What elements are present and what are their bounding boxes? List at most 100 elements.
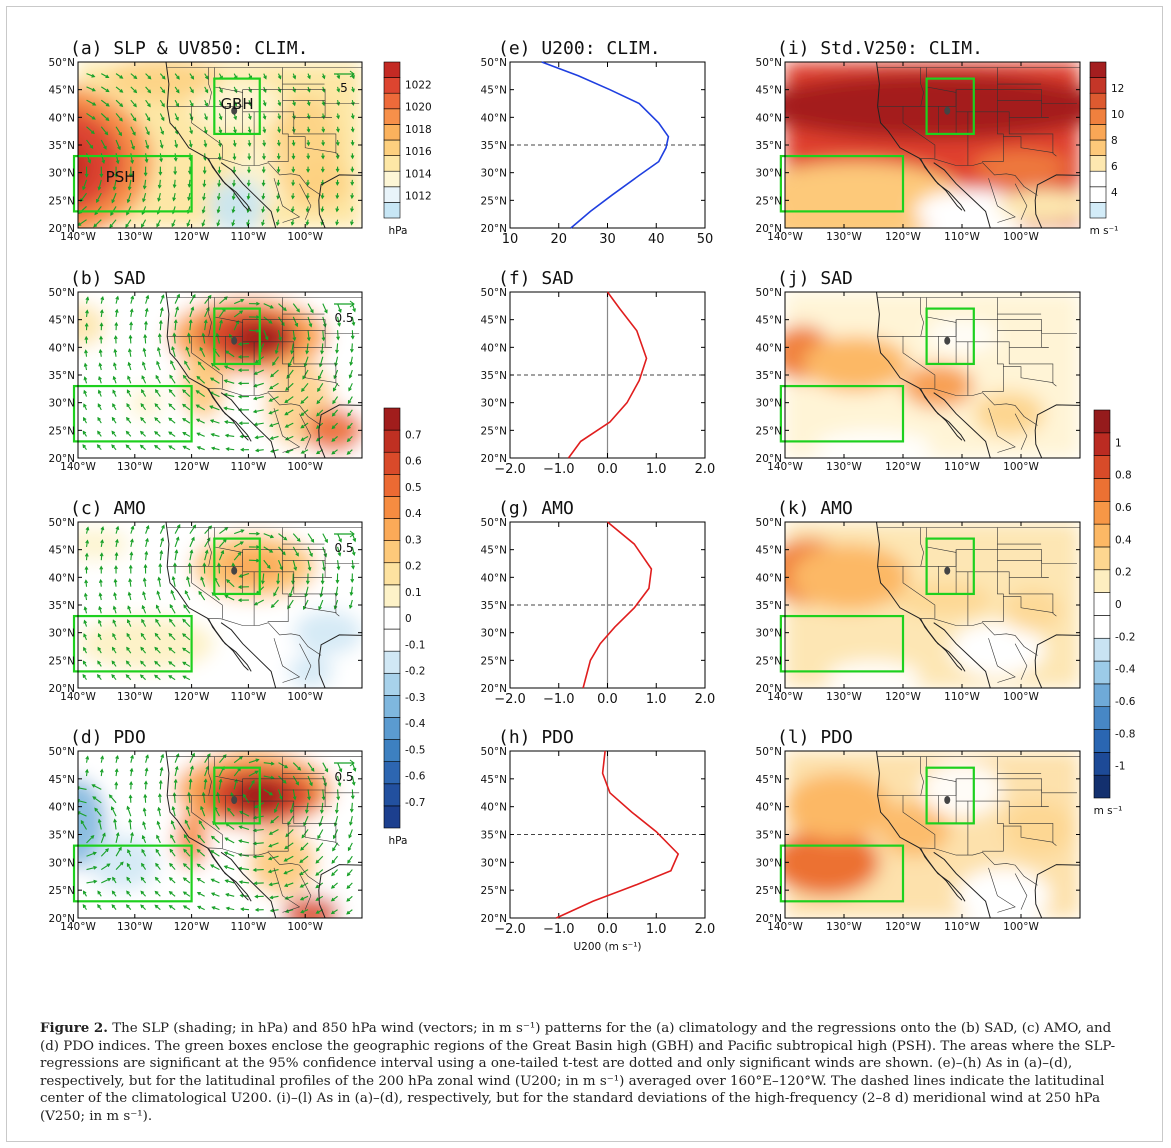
y-tick-label: 45°N: [481, 545, 507, 557]
colorbar-tick-label: 1014: [405, 168, 432, 180]
lat-label: 45°N: [49, 774, 75, 786]
great-salt-lake: [944, 106, 951, 115]
y-tick-label: 25°N: [481, 195, 507, 207]
y-tick-label: 40°N: [481, 112, 507, 124]
colorbar-cell: [383, 739, 401, 762]
colorbar-cell: [383, 562, 401, 586]
psh-box: [779, 614, 905, 673]
map-panel-a: 5 GBH PSH 140°W 130°W 120°W 110°W 100°W 20°N 25°N…: [49, 38, 363, 243]
psh-box: [779, 844, 905, 903]
lat-label: 45°N: [756, 545, 782, 557]
y-tick-label: 25°N: [481, 655, 507, 667]
caption-label: Figure 2.: [40, 1020, 108, 1036]
series-line: [541, 61, 670, 229]
x-tick-label: 0.0: [597, 462, 618, 477]
colorbar-unit: hPa: [389, 835, 408, 847]
colorbar-tick-label: -0.1: [405, 639, 426, 651]
lon-label: 110°W: [231, 921, 267, 933]
lat-label: 50°N: [756, 746, 782, 758]
lat-label: 50°N: [49, 517, 75, 529]
y-tick-label: 25°N: [481, 425, 507, 437]
colorbar-tick-label: 0.6: [1115, 502, 1132, 514]
lon-label: 100°W: [287, 691, 323, 703]
lat-label: 20°N: [756, 913, 782, 925]
great-salt-lake: [231, 336, 238, 345]
colorbar-tick-label: -0.7: [405, 797, 426, 809]
y-tick-label: 30°N: [481, 628, 507, 640]
x-tick-label: −1.0: [543, 692, 575, 707]
lon-label: 120°W: [174, 231, 210, 243]
series-line: [567, 291, 648, 459]
colorbar-cell: [1089, 108, 1107, 125]
colorbar-cell: [1089, 77, 1107, 94]
y-tick-label: 35°N: [481, 370, 507, 382]
lon-label: 130°W: [117, 691, 153, 703]
great-salt-lake: [944, 795, 951, 804]
lat-label: 40°N: [756, 572, 782, 584]
lat-label: 50°N: [49, 746, 75, 758]
lat-label: 35°N: [49, 600, 75, 612]
panel-title-h: (h) PDO: [498, 727, 574, 748]
colorbar-tick-label: 0: [405, 613, 412, 625]
lat-label: 30°N: [49, 168, 75, 180]
panel-title-d: (d) PDO: [70, 727, 146, 748]
lon-label: 140°W: [767, 231, 803, 243]
y-tick-label: 40°N: [481, 342, 507, 354]
colorbar-cell: [383, 77, 401, 94]
colorbar-cell: [1093, 637, 1111, 662]
x-tick-label: −2.0: [494, 922, 526, 937]
y-tick-label: 50°N: [481, 287, 507, 299]
lat-label: 30°N: [756, 628, 782, 640]
x-tick-label: 50: [697, 232, 714, 247]
x-tick-label: −1.0: [543, 922, 575, 937]
psh-box: [72, 384, 193, 443]
colorbar-tick-label: 1012: [405, 191, 432, 203]
y-tick-label: 40°N: [481, 802, 507, 814]
reference-vector-label: 0.5: [334, 311, 353, 325]
lat-label: 25°N: [756, 425, 782, 437]
map-panel-b: 0.5 140°W 130°W 120°W 110°W 100°W 20°N 25°N 30°N…: [49, 268, 363, 473]
colorbar-cell: [1093, 523, 1111, 548]
gbh-box: [213, 77, 261, 136]
colorbar-cell: [383, 761, 401, 785]
colorbar-slp_clim: 1022 1020 1018 1016 1014 1012 hPa: [383, 61, 432, 237]
colorbar-tick-label: -0.5: [405, 744, 426, 756]
colorbar-unit: m s⁻¹: [1094, 805, 1123, 817]
colorbar-cell: [1093, 569, 1111, 593]
lon-label: 120°W: [885, 691, 921, 703]
panel-title-i: (i) Std.V250: CLIM.: [777, 38, 983, 59]
y-tick-label: 30°N: [481, 857, 507, 869]
colorbar-cell: [1093, 455, 1111, 479]
map-panel-l: 140°W 130°W 120°W 110°W 100°W 20°N 25°N 30°N 35°…: [756, 727, 1081, 933]
coastlines: [165, 62, 362, 228]
panel-title-e: (e) U200: CLIM.: [498, 38, 661, 59]
colorbar-tick-label: 1022: [405, 79, 432, 91]
colorbar-cell: [383, 451, 401, 475]
colorbar-v250_reg: 1 0.8 0.6 0.4 0.2 0 -0.2 -0.4 -0.6 -0.8 -1 m s⁻¹: [1093, 409, 1136, 817]
colorbar-tick-label: 12: [1111, 83, 1124, 95]
series-line: [582, 521, 653, 689]
colorbar-tick-label: 0.2: [405, 561, 422, 573]
colorbar-cell: [1093, 683, 1111, 708]
colorbar-cell: [383, 650, 401, 674]
colorbar-tick-label: 0.8: [1115, 470, 1132, 482]
colorbar-cell: [383, 474, 401, 497]
lat-label: 25°N: [756, 195, 782, 207]
colorbar-cell: [383, 186, 401, 203]
lat-label: 30°N: [49, 398, 75, 410]
lon-label: 110°W: [944, 691, 980, 703]
lon-label: 130°W: [826, 231, 862, 243]
colorbar-tick-label: -0.2: [405, 666, 426, 678]
lon-label: 120°W: [174, 691, 210, 703]
colorbar-tick-label: 0.5: [405, 482, 422, 494]
coastlines: [876, 62, 1080, 228]
lat-label: 35°N: [49, 140, 75, 152]
lon-label: 140°W: [60, 691, 96, 703]
colorbar-tick-label: 0.4: [1115, 534, 1132, 546]
colorbar-tick-label: 8: [1111, 135, 1118, 147]
gbh-box: [925, 537, 975, 596]
colorbar-cell: [383, 783, 401, 807]
colorbar-cell: [1089, 202, 1107, 219]
lat-label: 50°N: [756, 287, 782, 299]
panel-title-l: (l) PDO: [777, 727, 853, 748]
